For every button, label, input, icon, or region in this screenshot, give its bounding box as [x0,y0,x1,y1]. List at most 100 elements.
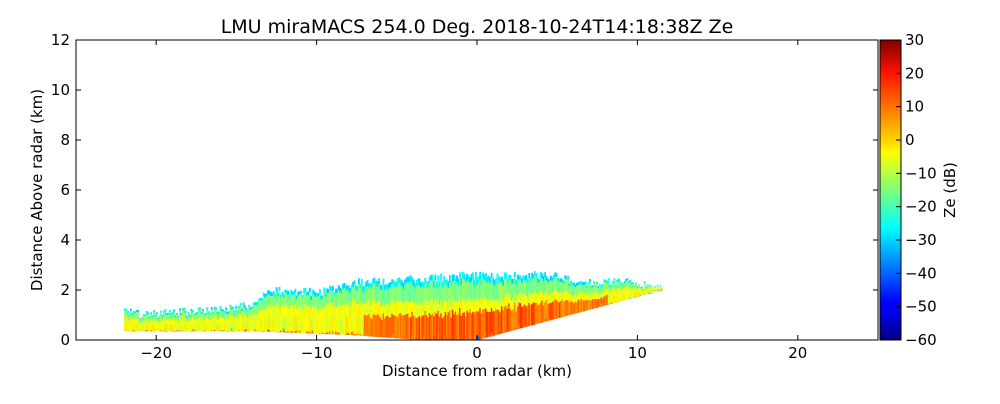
echo-cell [421,281,424,287]
echo-cell [287,295,290,309]
echo-cell [544,272,547,278]
echo-cell [391,298,394,314]
echo-cell [233,312,236,319]
echo-cell [271,292,274,297]
echo-cell [446,279,448,285]
echo-cell [324,296,327,309]
echo-cell [363,291,366,304]
echo-cell [155,314,158,321]
echo-cell [303,288,305,294]
echo-cell [199,307,202,310]
echo-cell [616,281,619,289]
echo-cell [150,324,152,331]
echo-cell [376,336,379,337]
echo-cell [137,309,139,312]
echo-cell [321,309,324,319]
echo-cell [492,283,495,301]
echo-cell [548,319,551,321]
echo-cell [489,277,492,284]
echo-cell [467,312,470,340]
echo-cell [252,302,255,306]
y-tick-label: 6 [60,181,70,199]
echo-cell [658,290,661,291]
echo-cell [606,294,609,304]
echo-cell [639,292,642,296]
echo-cell [518,275,521,281]
echo-cell [347,316,350,334]
echo-cell [480,304,483,314]
echo-cell [496,299,499,310]
echo-cell [197,309,200,317]
echo-cell [316,292,318,297]
echo-cell [653,286,656,289]
echo-cell [630,284,633,290]
echo-cell [225,307,228,311]
echo-cell [127,318,129,325]
echo-cell [369,317,372,337]
echo-cell [629,291,632,299]
echo-cell [131,324,134,331]
echo-cell [216,314,219,320]
echo-cell [161,330,164,332]
echo-cell [138,318,141,320]
echo-cell [477,311,480,340]
echo-cell [306,292,308,297]
colorbar-tick-label: −60 [905,331,937,349]
echo-cell [536,278,539,283]
echo-cell [440,313,443,340]
echo-cell [531,294,534,305]
echo-cell [516,274,519,280]
echo-cell [415,318,418,340]
echo-cell [301,294,304,299]
echo-cell [552,279,555,292]
echo-cell [319,333,321,334]
echo-cell [565,276,568,281]
echo-cell [297,320,300,333]
echo-cell [203,315,206,321]
echo-cell [623,294,626,301]
echo-cell [396,303,399,317]
echo-cell [434,335,437,340]
echo-cell [519,275,522,281]
echo-cell [625,286,627,293]
echo-cell [599,299,601,307]
echo-cell [446,314,448,337]
echo-cell [383,305,386,319]
echo-cell [202,323,204,332]
echo-cell [438,304,441,317]
echo-cell [460,302,463,316]
echo-cell [560,282,562,294]
echo-cell [230,309,233,316]
echo-cell [620,294,623,301]
echo-cell [525,306,528,327]
echo-cell [150,330,152,332]
echo-cell [467,299,470,313]
echo-cell [190,311,193,319]
echo-cell [482,278,484,300]
echo-cell [268,294,271,307]
echo-cell [409,316,412,340]
echo-cell [285,294,288,305]
echo-cell [278,290,281,306]
echo-cell [316,296,318,310]
echo-cell [636,286,639,288]
echo-cell [538,282,541,296]
echo-cell [147,314,150,320]
echo-cell [492,335,495,337]
echo-cell [173,317,176,324]
echo-cell [456,301,458,315]
echo-cell [505,272,508,279]
echo-cell [450,305,453,318]
echo-cell [532,302,535,325]
colorbar-tick-label: −30 [905,231,937,249]
echo-cell [248,330,251,332]
echo-cell [236,324,239,332]
echo-cell [284,293,287,306]
echo-cell [336,307,339,319]
echo-cell [642,289,645,290]
echo-cell [513,327,516,330]
echo-cell [396,278,399,285]
echo-cell [259,301,262,312]
echo-cell [317,292,320,297]
